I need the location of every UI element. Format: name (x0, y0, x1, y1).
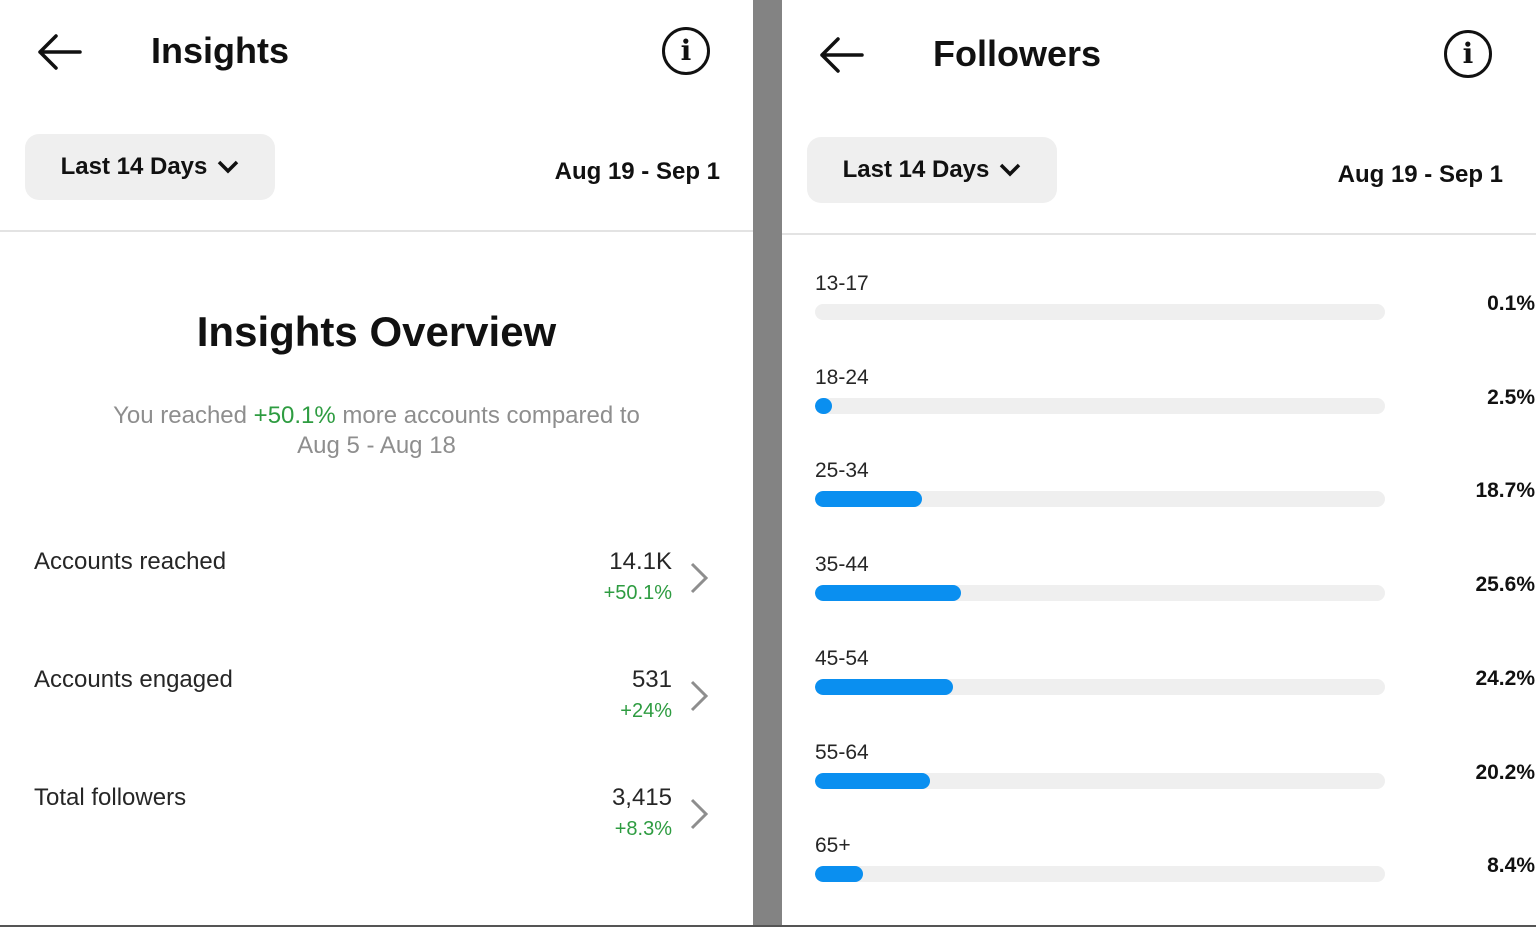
age-bar-track (815, 585, 1385, 602)
age-percent: 25.6% (1475, 573, 1535, 597)
age-group-row: 13-17 0.1% (815, 272, 1535, 332)
metric-value: 531 (631, 666, 672, 693)
age-group-row: 55-64 20.2% (815, 740, 1535, 801)
chevron-right-icon[interactable] (682, 558, 714, 598)
overview-summary: You reached +50.1% more accounts compare… (80, 401, 673, 461)
date-range-text: Aug 19 - Sep 1 (1337, 161, 1503, 188)
age-bar-fill (815, 585, 961, 602)
age-bar-fill (815, 491, 922, 508)
age-bar-track (815, 491, 1385, 508)
age-bar-track (815, 678, 1385, 695)
range-label: Last 14 Days (60, 153, 208, 180)
age-group-row: 18-24 2.5% (815, 365, 1535, 426)
metric-value: 14.1K (609, 548, 672, 575)
divider (0, 230, 753, 232)
age-label: 55-64 (815, 740, 869, 764)
compare-range: Aug 5 - Aug 18 (297, 432, 456, 459)
summary-change: +50.1% (253, 402, 336, 429)
age-group-row: 35-44 25.6% (815, 553, 1535, 613)
age-percent: 0.1% (1487, 292, 1535, 315)
age-group-row: 25-34 18.7% (815, 459, 1535, 519)
panel-divider (753, 0, 782, 927)
metric-row[interactable]: Accounts reached 14.1K +50.1% (34, 548, 724, 618)
age-percent: 2.5% (1487, 385, 1535, 409)
age-label: 18-24 (815, 365, 869, 389)
metric-label: Accounts reached (34, 548, 227, 575)
age-percent: 20.2% (1475, 760, 1535, 784)
age-label: 35-44 (815, 553, 869, 577)
date-range-text: Aug 19 - Sep 1 (554, 158, 720, 185)
age-label: 45-54 (815, 646, 869, 670)
chevron-down-icon (1000, 163, 1021, 177)
metric-value: 3,415 (611, 784, 672, 811)
age-percent: 8.4% (1487, 854, 1535, 878)
back-arrow-icon[interactable] (816, 33, 866, 77)
age-bar-track (815, 397, 1385, 414)
metric-change: +8.3% (614, 818, 672, 840)
age-bar-fill (815, 678, 953, 695)
date-range-dropdown[interactable]: Last 14 Days (25, 134, 275, 200)
metric-label: Total followers (34, 784, 187, 811)
metric-change: +50.1% (603, 582, 672, 604)
metric-row[interactable]: Accounts engaged 531 +24% (34, 666, 724, 736)
age-label: 25-34 (815, 459, 869, 483)
age-group-row: 45-54 24.2% (815, 646, 1535, 707)
chevron-down-icon (218, 160, 239, 174)
age-bar-track (815, 772, 1385, 789)
chevron-right-icon[interactable] (682, 676, 714, 716)
metric-label: Accounts engaged (34, 666, 233, 693)
summary-text: You reached (113, 402, 254, 429)
age-bar-track (815, 866, 1385, 883)
bottom-border (0, 925, 1536, 927)
age-label: 65+ (815, 834, 851, 858)
overview-title: Insights Overview (196, 308, 557, 355)
back-arrow-icon[interactable] (34, 30, 84, 74)
age-percent: 24.2% (1475, 666, 1535, 690)
info-icon[interactable]: i (662, 27, 710, 75)
metric-row[interactable]: Total followers 3,415 +8.3% (34, 784, 724, 854)
divider (782, 233, 1536, 235)
age-group-row: 65+ 8.4% (815, 834, 1535, 894)
page-title: Insights (151, 30, 290, 71)
summary-text: more accounts compared to (335, 402, 640, 429)
age-percent: 18.7% (1475, 479, 1535, 503)
age-bar-fill (815, 397, 832, 414)
page-title: Followers (933, 33, 1102, 74)
date-range-dropdown[interactable]: Last 14 Days (807, 137, 1057, 203)
metric-change: +24% (620, 700, 672, 722)
age-bar-track (815, 304, 1385, 320)
age-bar-fill (815, 772, 931, 789)
insights-panel: Insights i Last 14 Days Aug 19 - Sep 1 I… (0, 0, 753, 925)
age-bar-fill (815, 866, 863, 883)
followers-panel: Followers i Last 14 Days Aug 19 - Sep 1 … (782, 0, 1536, 925)
age-label: 13-17 (815, 272, 869, 295)
range-label: Last 14 Days (842, 156, 990, 183)
chevron-right-icon[interactable] (682, 794, 714, 834)
info-icon[interactable]: i (1444, 30, 1492, 78)
